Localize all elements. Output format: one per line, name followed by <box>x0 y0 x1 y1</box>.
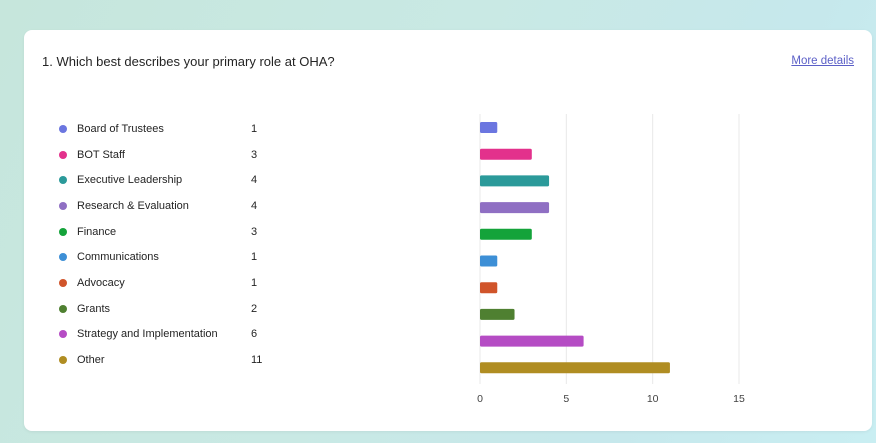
legend-label: Executive Leadership <box>77 174 183 187</box>
legend-item: Executive Leadership 4 <box>59 167 279 193</box>
legend-label: BOT Staff <box>77 148 125 161</box>
legend-count: 6 <box>251 328 258 341</box>
legend-dot-icon <box>59 176 67 185</box>
legend-count: 1 <box>251 122 258 135</box>
bar[interactable] <box>480 202 550 214</box>
legend-label: Communications <box>77 251 159 264</box>
legend-item: Strategy and Implementation 6 <box>59 322 279 348</box>
question-card: 1. Which best describes your primary rol… <box>24 30 872 431</box>
legend-count: 1 <box>251 276 258 289</box>
bar[interactable] <box>480 228 532 240</box>
legend-label: Strategy and Implementation <box>77 328 218 341</box>
chart-legend: Board of Trustees 1 BOT Staff 3 Executive Le… <box>59 116 279 373</box>
legend-item: Research & Evaluation 4 <box>59 193 279 219</box>
legend-item: Finance 3 <box>59 219 279 245</box>
bar[interactable] <box>480 308 515 320</box>
legend-item: Advocacy 1 <box>59 270 279 296</box>
legend-count: 1 <box>251 251 258 264</box>
bar[interactable] <box>480 255 498 267</box>
legend-dot-icon <box>59 150 67 159</box>
bar[interactable] <box>480 175 550 187</box>
more-details-link[interactable]: More details <box>791 55 854 67</box>
bar[interactable] <box>480 122 498 133</box>
legend-label: Other <box>77 354 105 367</box>
question-title: 1. Which best describes your primary rol… <box>42 54 335 69</box>
legend-label: Advocacy <box>77 276 125 289</box>
bar[interactable] <box>480 335 584 347</box>
legend-dot-icon <box>59 201 67 210</box>
x-tick-label: 5 <box>563 393 569 405</box>
legend-dot-icon <box>59 330 67 339</box>
legend-count: 3 <box>251 148 258 161</box>
legend-count: 11 <box>251 354 263 367</box>
x-tick-label: 15 <box>733 393 745 405</box>
x-tick-label: 0 <box>477 393 483 405</box>
legend-item: Communications 1 <box>59 244 279 270</box>
bar[interactable] <box>480 148 532 160</box>
legend-count: 3 <box>251 225 258 238</box>
legend-item: Board of Trustees 1 <box>59 116 279 142</box>
bar-chart: 0 5 10 15 <box>477 114 745 405</box>
legend-label: Finance <box>77 225 117 238</box>
legend-dot-icon <box>59 227 67 236</box>
legend-count: 2 <box>251 302 258 315</box>
legend-item: Other 11 <box>59 347 279 373</box>
x-tick-label: 10 <box>647 393 659 405</box>
legend-dot-icon <box>59 356 67 365</box>
legend-item: BOT Staff 3 <box>59 142 279 168</box>
legend-dot-icon <box>59 304 67 313</box>
legend-dot-icon <box>59 253 67 262</box>
legend-label: Board of Trustees <box>77 122 164 135</box>
legend-dot-icon <box>59 278 67 287</box>
legend-label: Grants <box>77 302 111 315</box>
legend-count: 4 <box>251 174 258 187</box>
bar[interactable] <box>480 362 670 374</box>
legend-label: Research & Evaluation <box>77 199 189 212</box>
legend-item: Grants 2 <box>59 296 279 322</box>
legend-dot-icon <box>59 124 67 133</box>
bar[interactable] <box>480 282 498 294</box>
legend-count: 4 <box>251 199 258 212</box>
